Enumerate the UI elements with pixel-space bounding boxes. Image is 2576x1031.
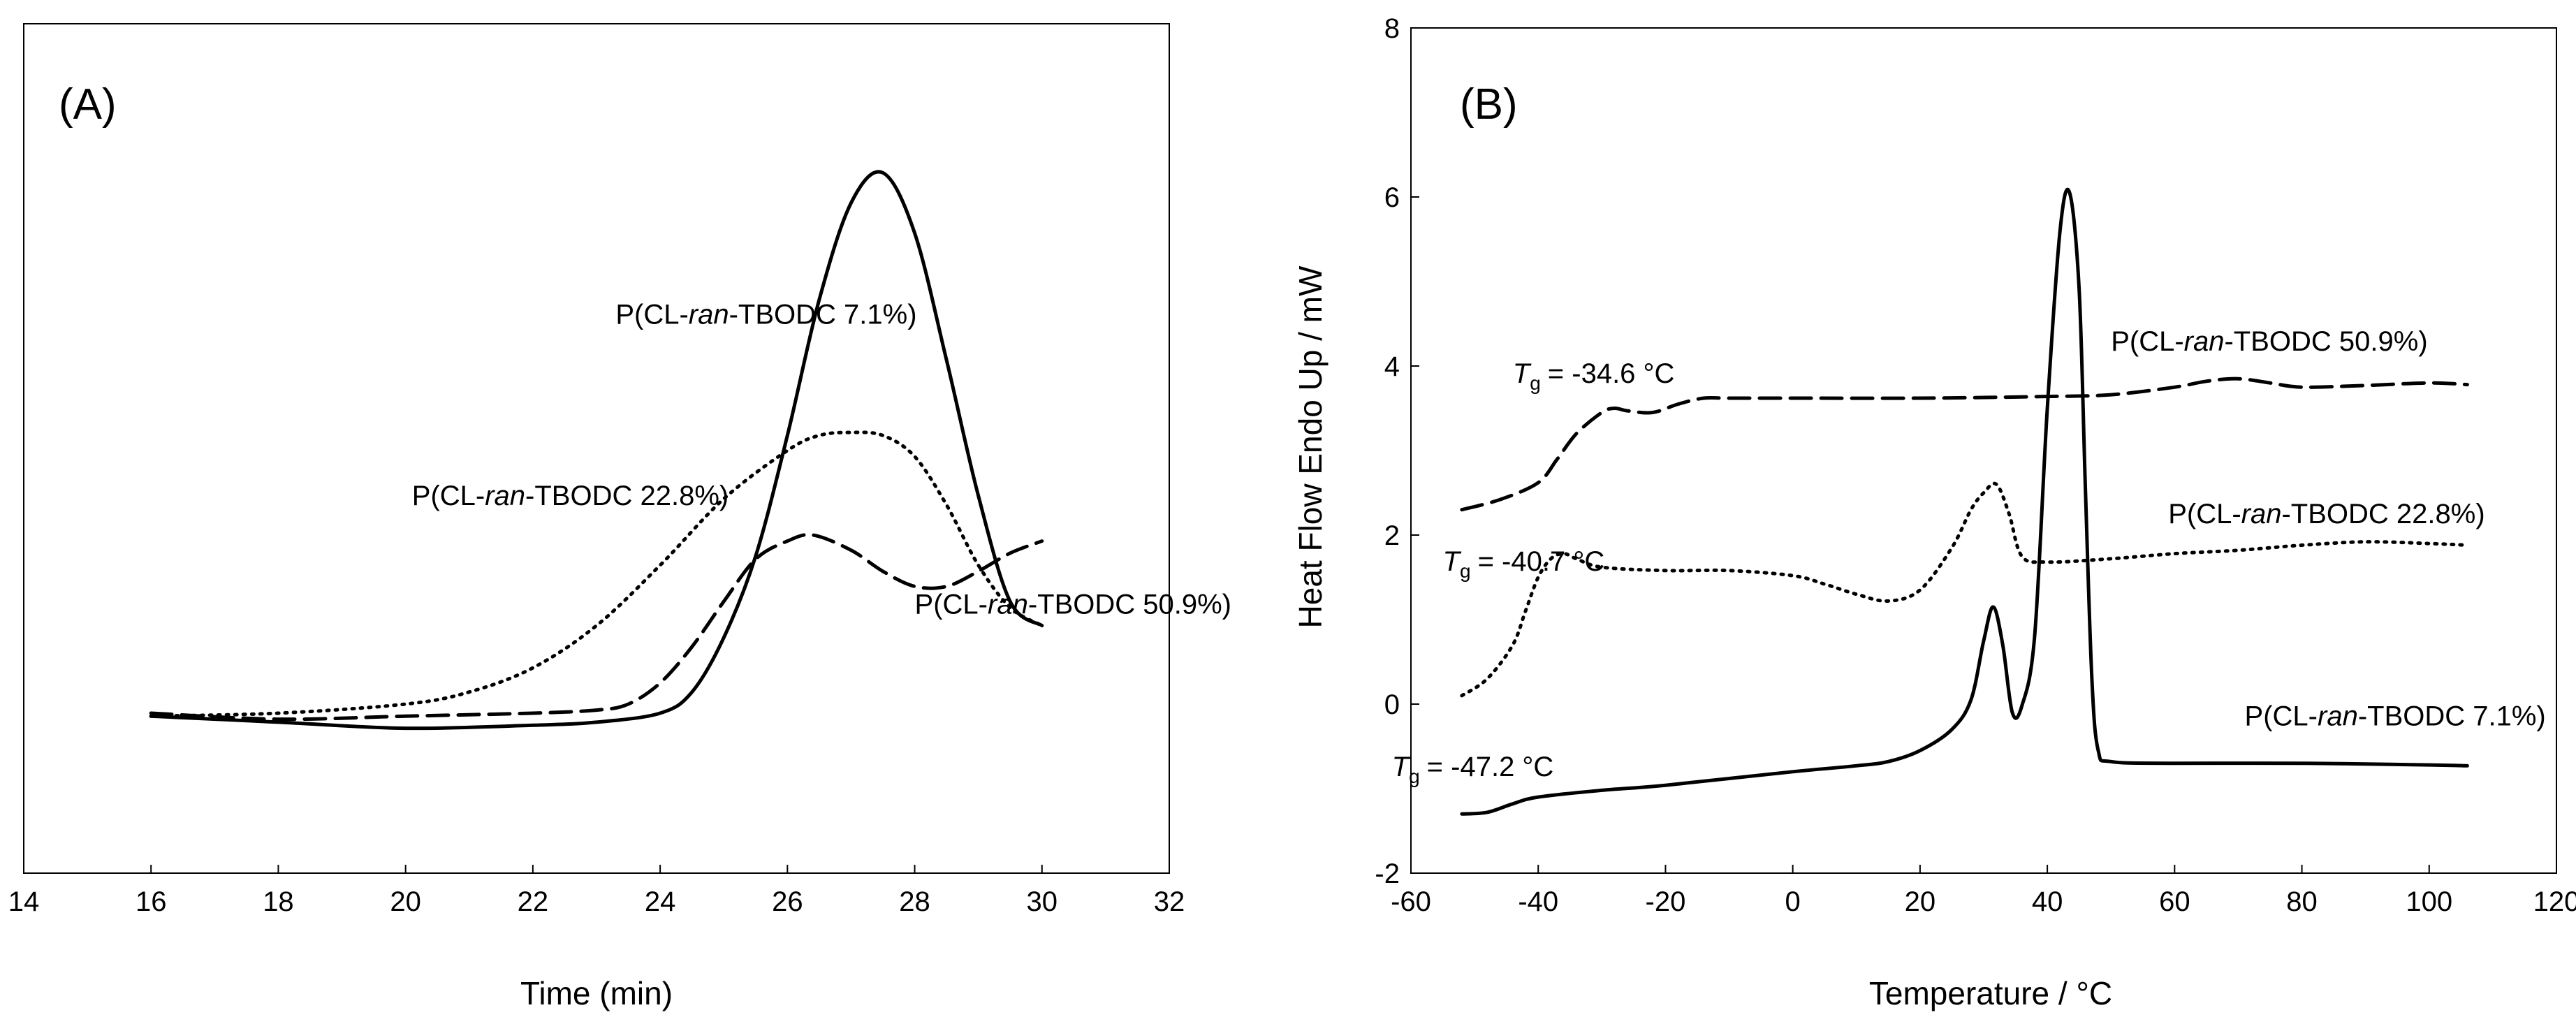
panel-a-x-tick-label: 18 — [263, 886, 294, 917]
panel-b-y-tick-label: 6 — [1384, 182, 1400, 213]
panel-b-tg-label: Tg = -40.7 °C — [1443, 546, 1605, 582]
panel-a-series-label-p-cl-ran-tbodc-22-8: P(CL-ran-TBODC 22.8%) — [412, 481, 729, 511]
panel-b-annotations: P(CL-ran-TBODC 50.9%) P(CL-ran-TBODC 22.8… — [1392, 326, 2546, 787]
panel-b-series-label-p-cl-ran-tbodc-22-8: P(CL-ran-TBODC 22.8%) — [2168, 499, 2484, 529]
panel-a-x-tick-label: 22 — [518, 886, 549, 917]
panel-b-x-tick-label: -40 — [1518, 886, 1558, 917]
panel-a-curves — [149, 170, 1044, 731]
panel-a-curve-p-cl-ran-tbodc-22-8 — [149, 430, 1044, 718]
panel-b-x-tick-label: 120 — [2533, 886, 2576, 917]
panel-b-curve-p-cl-ran-tbodc-7-1 — [1460, 187, 2469, 816]
panel-b-x-tick-label: 80 — [2286, 886, 2318, 917]
panel-a-x-tick-label: 28 — [899, 886, 930, 917]
panel-b-y-tick-label: 2 — [1384, 520, 1400, 551]
panel-b-y-tick-label: 4 — [1384, 351, 1400, 382]
panel-a-curve-p-cl-ran-tbodc-50-9 — [149, 533, 1044, 722]
panel-b-y-axis-title: Heat Flow Endo Up / mW — [1292, 265, 1329, 629]
panel-a-plot-frame — [23, 23, 1170, 874]
panel-a-x-tick-label: 16 — [136, 886, 167, 917]
panel-b-x-tick-label: 40 — [2032, 886, 2063, 917]
panel-b-y-tick-label: -2 — [1375, 858, 1400, 889]
panel-a-x-tick-label: 26 — [772, 886, 803, 917]
panel-b-x-tick-label: 100 — [2406, 886, 2452, 917]
panel-a-curve-p-cl-ran-tbodc-7-1 — [149, 170, 1044, 731]
panel-a-x-axis: 14 16 18 20 22 24 26 28 30 32 — [8, 865, 1185, 917]
panel-b-curves — [1460, 187, 2469, 816]
panel-b-x-axis: -60 -40 -20 0 20 40 60 80 100 120 — [1391, 865, 2576, 917]
panel-b-x-tick-label: 0 — [1785, 886, 1801, 917]
panel-b-y-axis: -2 0 2 4 6 8 — [1375, 13, 1419, 889]
panel-b-series-label-p-cl-ran-tbodc-50-9: P(CL-ran-TBODC 50.9%) — [2111, 326, 2427, 357]
panel-a-series-label-p-cl-ran-tbodc-7-1: P(CL-ran-TBODC 7.1%) — [615, 300, 916, 330]
panel-b-y-tick-label: 0 — [1384, 689, 1400, 720]
panel-b-x-axis-title: Temperature / °C — [1869, 975, 2112, 1011]
panel-b-label: (B) — [1460, 80, 1518, 129]
panel-a-annotations: P(CL-ran-TBODC 7.1%) P(CL-ran-TBODC 22.8%… — [412, 300, 1231, 620]
panel-b-y-tick-label: 8 — [1384, 13, 1400, 44]
panel-b-x-tick-label: 60 — [2159, 886, 2190, 917]
panel-b-plot-frame — [1410, 27, 2557, 874]
panel-b-curve-p-cl-ran-tbodc-22-8 — [1460, 481, 2469, 698]
panel-a-x-axis-title: Time (min) — [520, 975, 673, 1011]
panel-a-label: (A) — [59, 80, 117, 129]
panel-b-series-label-p-cl-ran-tbodc-7-1: P(CL-ran-TBODC 7.1%) — [2245, 701, 2546, 731]
panel-b-tg-label: Tg = -34.6 °C — [1513, 358, 1675, 394]
panel-a-series-label-p-cl-ran-tbodc-50-9: P(CL-ran-TBODC 50.9%) — [915, 589, 1231, 620]
panel-a: (A) 14 16 18 20 22 24 26 28 30 32 P(CL-ran-TBODC … — [8, 23, 1231, 1011]
panel-b-tg-label: Tg = -47.2 °C — [1392, 752, 1554, 787]
panel-a-x-tick-label: 32 — [1154, 886, 1185, 917]
panel-a-x-tick-label: 24 — [645, 886, 676, 917]
panel-b-x-tick-label: -20 — [1646, 886, 1686, 917]
panel-b-x-tick-label: 20 — [1905, 886, 1936, 917]
panel-a-x-tick-label: 14 — [8, 886, 40, 917]
panel-a-x-tick-label: 30 — [1027, 886, 1058, 917]
panel-b-x-tick-label: -60 — [1391, 886, 1431, 917]
panel-a-x-tick-label: 20 — [390, 886, 421, 917]
